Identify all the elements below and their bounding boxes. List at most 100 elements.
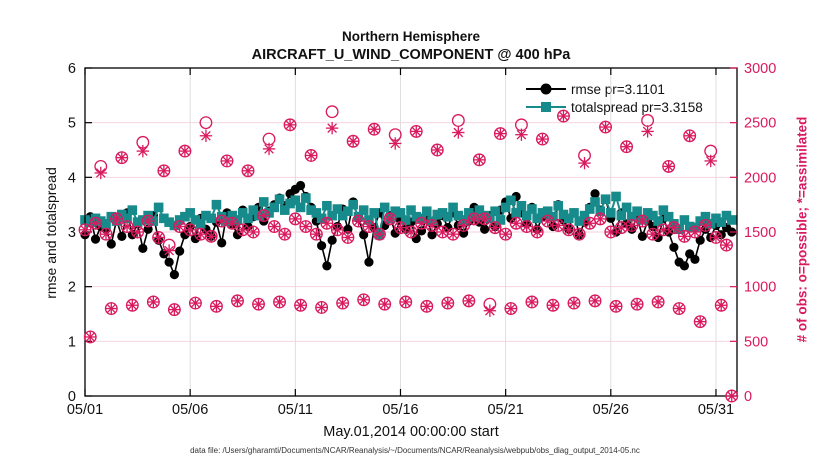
obs-assimilated-marker [688,225,702,239]
obs-assimilated-marker [625,219,639,232]
data-file-caption: data file: /Users/gharamti/Documents/NCA… [190,446,640,455]
obs-assimilated-marker [310,227,323,241]
obs-assimilated-marker [657,223,670,237]
obs-possible-marker [325,105,339,119]
legend-item-rmse: rmse pr=3.1101 [524,80,703,98]
obs-assimilated-marker [420,300,433,313]
obs-assimilated-marker [357,293,370,306]
obs-assimilated-marker [325,121,339,135]
y-tick-label-left: 1 [68,334,76,350]
axes-box: 05/01 05/06 05/11 05/16 05/21 05/26 05/31 0 1 2 3 4… [67,61,776,418]
obs-assimilated-marker [289,212,302,226]
y-tick-label-right: 1500 [744,225,776,241]
obs-assimilated-marker [283,118,297,132]
obs-assimilated-marker [262,142,276,156]
obs-assimilated-marker [436,225,449,239]
obs-assimilated-marker [331,223,344,237]
obs-assimilated-marker [720,238,733,252]
y-tick-label-right: 500 [744,334,768,350]
obs-assimilated-marker [509,217,523,230]
obs-assimilated-marker [89,217,102,230]
obs-assimilated-marker [394,221,407,234]
rmse-line-marker-icon [526,83,566,95]
obs-assimilated-marker [273,295,286,309]
obs-assimilated-marker [504,302,518,315]
obs-assimilated-marker [546,299,560,312]
y-tick-label-left: 5 [68,116,76,132]
obs-assimilated-marker [646,227,660,241]
legend-item-totalspread: totalspread pr=3.3158 [524,98,703,116]
obs-assimilated-marker [320,217,334,230]
obs-assimilated-marker [241,164,255,177]
obs-assimilated-marker [478,212,491,226]
obs-assimilated-marker [84,330,97,344]
obs-assimilated-marker [499,227,512,241]
obs-assimilated-marker [594,212,607,226]
obs-assimilated-marker [252,297,265,311]
obs-assimilated-marker [115,151,129,164]
obs-assimilated-marker [399,295,412,309]
obs-assimilated-marker [678,230,691,243]
obs-assimilated-marker [231,294,244,308]
obs-count-markers [78,105,739,403]
obs-assimilated-marker [446,227,460,241]
obs-assimilated-marker [636,214,649,228]
obs-assimilated-marker [615,221,628,234]
obs-assimilated-marker [99,227,113,241]
obs-assimilated-marker [599,120,612,134]
obs-assimilated-marker [415,217,428,230]
obs-assimilated-marker [383,212,397,226]
obs-assimilated-marker [220,154,234,168]
obs-assimilated-marker [725,389,738,403]
obs-assimilated-marker [157,164,171,177]
obs-assimilated-marker [304,149,318,162]
obs-assimilated-marker [110,212,123,226]
x-tick-label: 05/31 [698,402,734,418]
obs-assimilated-marker [567,296,581,310]
obs-assimilated-marker [609,300,623,313]
y-tick-label-left: 3 [68,225,76,241]
obs-assimilated-marker [488,221,502,234]
obs-assimilated-marker [346,135,360,148]
chart-title-variable: AIRCRAFT_U_WIND_COMPONENT @ 400 hPa [251,47,571,63]
legend: rmse pr=3.1101 totalspread pr=3.3158 [524,80,703,116]
obs-assimilated-marker [247,225,260,239]
y-tick-label-left: 6 [68,61,76,77]
obs-assimilated-marker [362,220,376,233]
obs-assimilated-marker [152,231,165,244]
obs-assimilated-marker [226,217,239,230]
obs-assimilated-marker [709,231,723,244]
obs-possible-marker [199,116,213,130]
legend-label-totalspread: totalspread pr=3.3158 [571,99,703,115]
obs-assimilated-marker [515,128,528,141]
obs-assimilated-marker [389,137,402,150]
obs-assimilated-marker [588,294,602,308]
obs-assimilated-marker [578,156,591,170]
obs-assimilated-marker [268,220,281,233]
obs-assimilated-marker [536,132,549,146]
obs-assimilated-marker [278,227,292,241]
obs-assimilated-marker [120,220,134,233]
obs-assimilated-marker [367,123,381,136]
obs-assimilated-marker [410,125,423,138]
y-tick-label-right: 0 [744,389,752,405]
obs-assimilated-marker [352,214,365,228]
obs-assimilated-marker [662,160,675,173]
obs-assimilated-marker [131,225,144,239]
y-tick-label-right: 2000 [744,170,776,186]
obs-assimilated-marker [168,303,181,316]
obs-assimilated-marker [299,220,313,233]
obs-assimilated-marker [178,144,192,158]
obs-assimilated-marker [141,214,155,228]
obs-assimilated-marker [683,129,696,142]
y-axis-label-right: # of obs: o=possible; *=assimilated [794,116,810,343]
obs-assimilated-marker [667,221,681,234]
obs-assimilated-marker [693,315,707,328]
obs-assimilated-marker [715,299,728,312]
obs-assimilated-marker [215,214,228,228]
obs-assimilated-marker [541,214,554,228]
obs-assimilated-marker [704,154,717,168]
obs-assimilated-marker [641,125,654,138]
obs-assimilated-marker [183,223,197,237]
